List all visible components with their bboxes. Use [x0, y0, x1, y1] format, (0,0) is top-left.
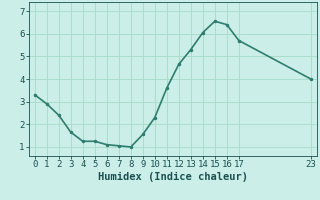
X-axis label: Humidex (Indice chaleur): Humidex (Indice chaleur): [98, 172, 248, 182]
